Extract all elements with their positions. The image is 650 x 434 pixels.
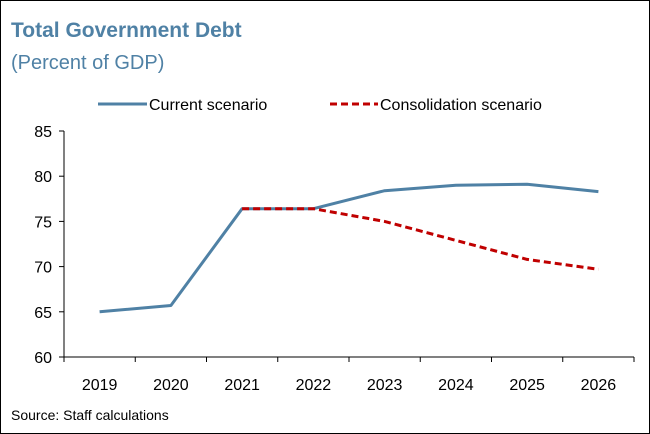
- chart-subtitle: (Percent of GDP): [11, 52, 165, 74]
- x-tick-label: 2020: [153, 377, 189, 394]
- x-tick-label: 2024: [438, 377, 474, 394]
- x-tick-label: 2019: [82, 377, 118, 394]
- source-note: Source: Staff calculations: [11, 407, 169, 423]
- series-line-current: [99, 182, 599, 314]
- y-tick-label: 70: [34, 260, 52, 277]
- x-tick-label: 2021: [224, 377, 260, 394]
- series-line-consolidation: [242, 207, 599, 271]
- x-tick-label: 2022: [296, 377, 332, 394]
- x-tick-label: 2026: [581, 377, 617, 394]
- y-tick-label: 75: [34, 214, 52, 231]
- x-tick-label: 2025: [509, 377, 545, 394]
- y-tick-label: 65: [34, 305, 52, 322]
- y-tick-label: 80: [34, 169, 52, 186]
- y-tick-label: 60: [34, 350, 52, 367]
- legend-label-current: Current scenario: [149, 97, 267, 114]
- y-tick-label: 85: [34, 124, 52, 141]
- x-tick-label: 2023: [367, 377, 403, 394]
- legend-label-consolidation: Consolidation scenario: [380, 97, 542, 114]
- chart-title: Total Government Debt: [11, 19, 242, 42]
